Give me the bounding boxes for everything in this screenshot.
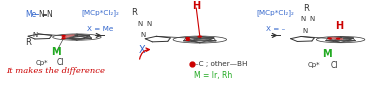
Text: N: N — [39, 10, 44, 19]
Text: N: N — [147, 21, 152, 27]
Text: R: R — [303, 5, 309, 14]
Text: N: N — [140, 32, 146, 38]
Text: M: M — [51, 47, 61, 57]
Circle shape — [328, 38, 331, 39]
Text: [MCp*Cl₂]₂: [MCp*Cl₂]₂ — [81, 9, 119, 16]
Text: Cl: Cl — [331, 61, 338, 70]
Text: Cp*: Cp* — [308, 62, 320, 68]
Polygon shape — [330, 37, 343, 39]
Text: Cl: Cl — [57, 58, 65, 67]
Text: [MCp*Cl₂]₂: [MCp*Cl₂]₂ — [257, 9, 295, 16]
Text: R: R — [25, 38, 31, 47]
Text: R: R — [131, 8, 137, 17]
Circle shape — [62, 38, 65, 39]
Text: N: N — [46, 10, 52, 19]
Polygon shape — [64, 35, 74, 38]
Text: –C ; other—BH: –C ; other—BH — [195, 61, 248, 67]
Text: N: N — [138, 21, 143, 27]
Text: M: M — [322, 49, 332, 59]
Text: X: X — [139, 45, 146, 55]
Text: N: N — [301, 16, 306, 22]
Text: X = Me: X = Me — [87, 26, 113, 32]
Text: It makes the difference: It makes the difference — [6, 67, 105, 75]
Circle shape — [198, 36, 201, 37]
Text: H: H — [335, 20, 343, 31]
Text: N: N — [303, 28, 308, 34]
Text: N: N — [310, 16, 315, 22]
Text: N: N — [33, 32, 38, 38]
Text: H: H — [192, 1, 200, 11]
Text: Me: Me — [25, 10, 37, 19]
Text: M = Ir, Rh: M = Ir, Rh — [194, 71, 232, 80]
Circle shape — [337, 38, 339, 39]
Text: Cp*: Cp* — [36, 60, 48, 66]
Text: X = –: X = – — [266, 26, 285, 32]
